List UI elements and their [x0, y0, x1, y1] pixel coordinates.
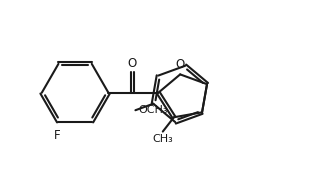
Text: O: O	[128, 57, 137, 70]
Text: OCH₃: OCH₃	[138, 105, 168, 115]
Text: CH₃: CH₃	[153, 134, 173, 144]
Text: F: F	[53, 129, 60, 142]
Text: O: O	[175, 58, 185, 71]
